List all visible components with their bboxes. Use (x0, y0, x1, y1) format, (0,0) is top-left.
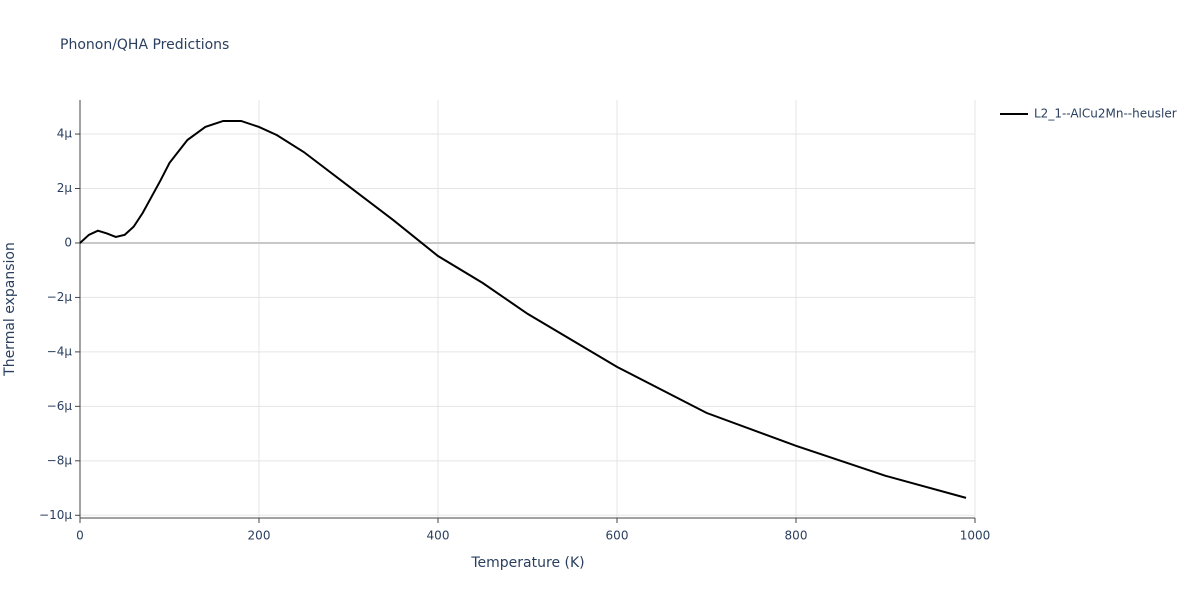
y-tick-label: −10μ (39, 508, 72, 522)
x-tick-label: 1000 (960, 529, 991, 543)
y-tick-label: −8μ (47, 453, 73, 467)
chart-title: Phonon/QHA Predictions (60, 37, 229, 53)
y-axis-title: Thermal expansion (2, 242, 18, 377)
data-line (79, 119, 967, 499)
legend-label: L2_1--AlCu2Mn--heusler (1034, 107, 1177, 121)
x-tick-label: 200 (248, 529, 271, 543)
x-tick-label: 600 (606, 529, 629, 543)
y-tick-label: −4μ (47, 344, 73, 358)
y-tick-label: −2μ (47, 290, 73, 304)
x-tick-label: 400 (427, 529, 450, 543)
y-tick-label: 2μ (57, 181, 73, 195)
y-tick-label: 4μ (57, 127, 73, 141)
y-tick-label: −6μ (47, 399, 73, 413)
y-tick-label: 0 (64, 235, 72, 249)
x-tick-label: 800 (785, 529, 808, 543)
x-tick-label: 0 (76, 529, 84, 543)
x-axis-title: Temperature (K) (470, 555, 584, 571)
